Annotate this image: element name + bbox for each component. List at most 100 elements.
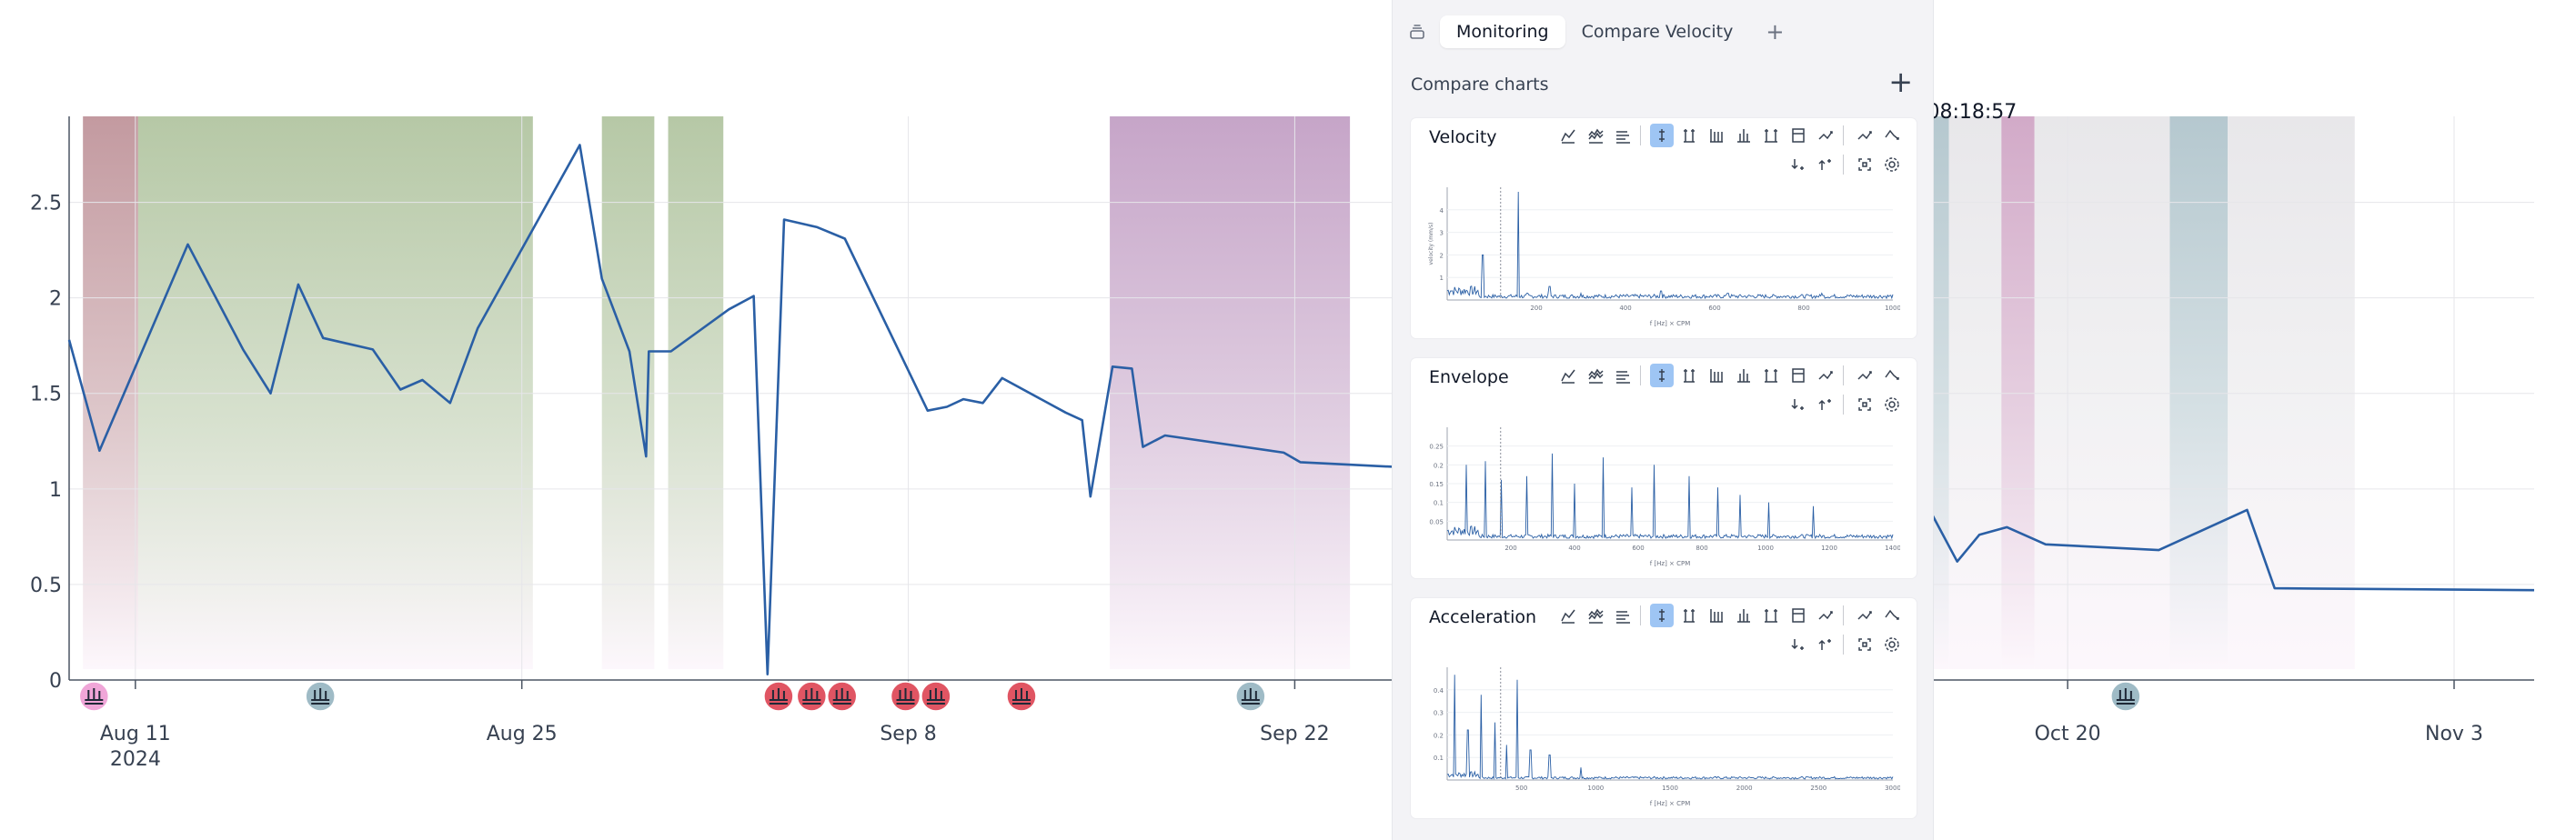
- cursor-pair-icon[interactable]: [1786, 604, 1810, 627]
- spectrum-x-tick-label: 600: [1708, 305, 1720, 312]
- layers-icon[interactable]: [1405, 20, 1429, 44]
- settings-icon[interactable]: [1880, 633, 1904, 656]
- spectrum-x-tick-label: 600: [1632, 545, 1644, 552]
- toolbar-separator: [1843, 125, 1844, 145]
- toolbar-separator: [1843, 365, 1844, 385]
- event-marker-pink[interactable]: [78, 681, 110, 712]
- event-marker-red[interactable]: [796, 681, 828, 712]
- settings-icon[interactable]: [1880, 153, 1904, 176]
- spectrum-line[interactable]: [1446, 453, 1894, 540]
- event-marker-red[interactable]: [921, 681, 951, 712]
- area-chart-icon[interactable]: [1556, 124, 1580, 147]
- arrow-up-icon[interactable]: [1814, 633, 1837, 656]
- cursor-band-icon[interactable]: [1677, 124, 1701, 147]
- event-marker-teal[interactable]: [2110, 681, 2141, 712]
- event-marker-red[interactable]: [1006, 681, 1037, 712]
- event-band[interactable]: [668, 116, 724, 669]
- waterfall-icon[interactable]: [1584, 604, 1607, 627]
- toolbar-separator: [1843, 635, 1844, 655]
- waterfall-icon[interactable]: [1584, 364, 1607, 387]
- peak-down-icon[interactable]: [1880, 604, 1904, 627]
- spectrum-y-tick-label: 3: [1440, 230, 1444, 237]
- peak-up-icon[interactable]: [1814, 364, 1837, 387]
- spectrum-x-tick-label: 1000: [1587, 785, 1604, 792]
- spectrum-x-label: f [Hz] × CPM: [1650, 320, 1691, 327]
- card-title: Velocity: [1429, 127, 1497, 147]
- stack-icon[interactable]: [1611, 604, 1635, 627]
- event-band[interactable]: [2034, 116, 2170, 669]
- zoom-fit-icon[interactable]: [1853, 393, 1877, 416]
- event-marker-teal[interactable]: [305, 681, 336, 712]
- tab-monitoring[interactable]: Monitoring: [1440, 15, 1565, 48]
- event-marker-red[interactable]: [826, 681, 858, 712]
- stack-icon[interactable]: [1611, 364, 1635, 387]
- arrow-up-icon[interactable]: [1814, 153, 1837, 176]
- acceleration-card: Acceleration 0.1 0.2 0.3 0.4 500 1000 1500 2000…: [1411, 598, 1917, 818]
- spectrum-x-tick-label: 1200: [1821, 545, 1837, 552]
- cursor-band-icon[interactable]: [1677, 604, 1701, 627]
- peak-up-icon[interactable]: [1853, 364, 1877, 387]
- peak-marker-icon[interactable]: [1759, 604, 1783, 627]
- peak-up-icon[interactable]: [1853, 604, 1877, 627]
- event-band[interactable]: [1110, 116, 1351, 669]
- spectrum-y-tick-label: 1: [1440, 275, 1444, 282]
- envelope-spectrum-chart[interactable]: 0.05 0.1 0.15 0.2 0.25 200 400 600 800 1000 1200 14…: [1427, 420, 1900, 569]
- area-chart-icon[interactable]: [1556, 364, 1580, 387]
- sideband-cursor-icon[interactable]: [1732, 124, 1756, 147]
- event-marker-red[interactable]: [763, 681, 794, 712]
- event-marker-red[interactable]: [890, 681, 921, 712]
- spectrum-x-tick-label: 400: [1568, 545, 1580, 552]
- x-tick-label: Sep 8: [880, 723, 936, 745]
- toolbar-separator: [1640, 125, 1641, 145]
- zoom-fit-icon[interactable]: [1853, 633, 1877, 656]
- spectrum-x-tick-label: 2000: [1736, 785, 1753, 792]
- event-band[interactable]: [137, 116, 533, 669]
- harmonic-cursor-icon[interactable]: [1705, 364, 1728, 387]
- event-band[interactable]: [2228, 116, 2355, 669]
- harmonic-cursor-icon[interactable]: [1705, 604, 1728, 627]
- event-band[interactable]: [1948, 116, 2002, 669]
- cursor-band-icon[interactable]: [1677, 364, 1701, 387]
- cursor-single-icon[interactable]: [1650, 604, 1674, 627]
- arrow-down-icon[interactable]: [1786, 393, 1810, 416]
- add-chart-icon[interactable]: +: [1888, 65, 1913, 99]
- spectrum-y-tick-label: 0.4: [1434, 687, 1444, 695]
- sideband-cursor-icon[interactable]: [1732, 364, 1756, 387]
- arrow-down-icon[interactable]: [1786, 153, 1810, 176]
- peak-marker-icon[interactable]: [1759, 124, 1783, 147]
- stack-icon[interactable]: [1611, 124, 1635, 147]
- arrow-down-icon[interactable]: [1786, 633, 1810, 656]
- cursor-single-icon[interactable]: [1650, 364, 1674, 387]
- add-tab-icon[interactable]: +: [1766, 19, 1785, 45]
- event-band[interactable]: [83, 116, 138, 669]
- arrow-up-icon[interactable]: [1814, 393, 1837, 416]
- tab-compare-velocity[interactable]: Compare Velocity: [1581, 22, 1734, 42]
- acceleration-spectrum-chart[interactable]: 0.1 0.2 0.3 0.4 500 1000 1500 2000 2500 3000 f [Hz…: [1427, 660, 1900, 809]
- cursor-pair-icon[interactable]: [1786, 124, 1810, 147]
- spectrum-line[interactable]: [1446, 675, 1894, 780]
- y-tick-label: 1: [49, 479, 62, 502]
- waterfall-icon[interactable]: [1584, 124, 1607, 147]
- spectrum-x-tick-label: 200: [1504, 545, 1516, 552]
- event-band[interactable]: [601, 116, 655, 669]
- peak-up-icon[interactable]: [1814, 124, 1837, 147]
- zoom-fit-icon[interactable]: [1853, 153, 1877, 176]
- peak-down-icon[interactable]: [1880, 364, 1904, 387]
- peak-marker-icon[interactable]: [1759, 364, 1783, 387]
- event-band[interactable]: [2001, 116, 2035, 669]
- velocity-spectrum-chart[interactable]: 1 2 3 4 200 400 600 800 1000 f [Hz] × CPM velocity…: [1427, 180, 1900, 329]
- spectrum-line[interactable]: [1446, 191, 1894, 300]
- event-marker-teal[interactable]: [1235, 681, 1266, 712]
- peak-up-icon[interactable]: [1853, 124, 1877, 147]
- event-band[interactable]: [2169, 116, 2229, 669]
- settings-icon[interactable]: [1880, 393, 1904, 416]
- spectrum-x-tick-label: 1400: [1885, 545, 1900, 552]
- cursor-single-icon[interactable]: [1650, 124, 1674, 147]
- cursor-pair-icon[interactable]: [1786, 364, 1810, 387]
- area-chart-icon[interactable]: [1556, 604, 1580, 627]
- sideband-cursor-icon[interactable]: [1732, 604, 1756, 627]
- peak-up-icon[interactable]: [1814, 604, 1837, 627]
- harmonic-cursor-icon[interactable]: [1705, 124, 1728, 147]
- peak-down-icon[interactable]: [1880, 124, 1904, 147]
